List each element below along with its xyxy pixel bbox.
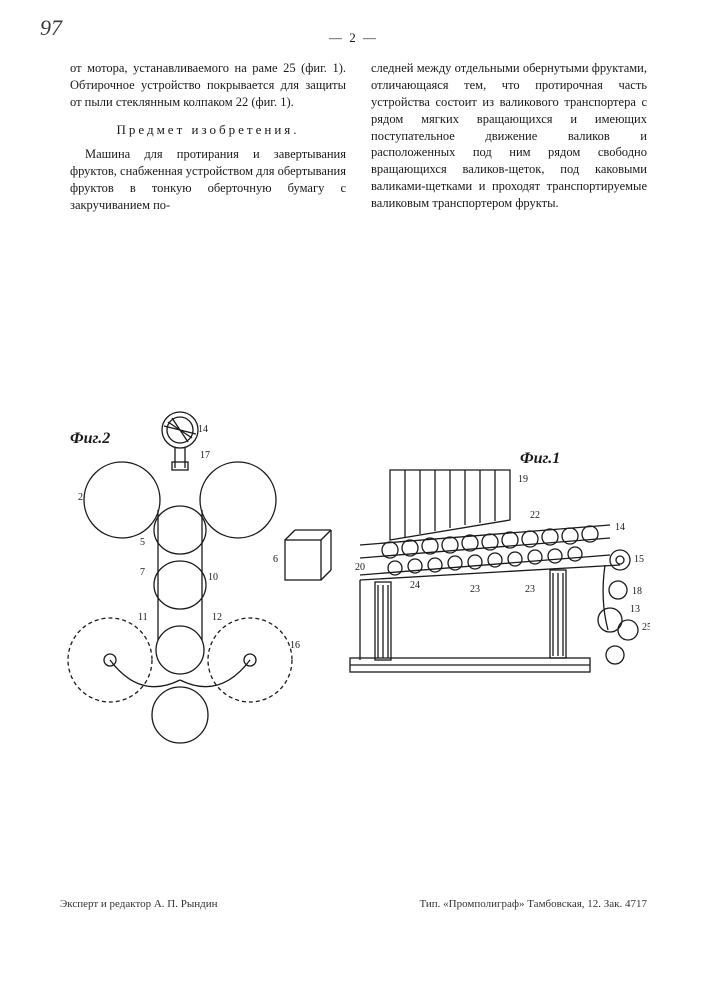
svg-text:13: 13 [630, 604, 640, 615]
svg-text:20: 20 [355, 562, 365, 573]
svg-text:17: 17 [200, 450, 210, 461]
footer-printer: Тип. «Промполиграф» Тамбовская, 12. Зак.… [419, 898, 647, 910]
paragraph: следней между отдельными обернутыми фрук… [371, 60, 647, 212]
column-left: от мотора, устанавливаемого на раме 25 (… [70, 60, 346, 218]
svg-text:22: 22 [530, 510, 540, 521]
text-body: от мотора, устанавливаемого на раме 25 (… [70, 60, 647, 218]
footer-editor: Эксперт и редактор А. П. Рындин [60, 898, 218, 910]
column-right: следней между отдельными обернутыми фрук… [371, 60, 647, 218]
svg-text:14: 14 [198, 424, 208, 435]
figure-1-label: Фиг.1 [520, 450, 560, 468]
svg-text:18: 18 [632, 586, 642, 597]
svg-text:25: 25 [642, 622, 650, 633]
figure-2-label: Фиг.2 [70, 430, 110, 448]
svg-text:7: 7 [140, 567, 145, 578]
svg-text:19: 19 [518, 474, 528, 485]
svg-text:23: 23 [525, 584, 535, 595]
svg-text:23: 23 [470, 584, 480, 595]
svg-text:12: 12 [212, 612, 222, 623]
footer: Эксперт и редактор А. П. Рындин Тип. «Пр… [60, 898, 647, 910]
section-heading: Предмет изобретения. [70, 121, 346, 139]
svg-text:6: 6 [273, 554, 278, 565]
page-number: — 2 — [0, 30, 707, 46]
svg-text:10: 10 [208, 572, 218, 583]
svg-text:16: 16 [290, 640, 300, 651]
svg-text:11: 11 [138, 612, 148, 623]
paragraph: Машина для протирания и завертывания фру… [70, 146, 346, 214]
svg-text:15: 15 [634, 554, 644, 565]
figures-container: Фиг.2 Фиг.1 17 14 2 5 7 10 11 [50, 410, 657, 780]
paragraph: от мотора, устанавливаемого на раме 25 (… [70, 60, 346, 111]
svg-text:24: 24 [410, 580, 420, 591]
svg-text:14: 14 [615, 522, 625, 533]
figure-1-drawing: 19 22 14 20 24 23 23 [350, 470, 650, 672]
figure-2-drawing: 17 14 2 5 7 10 11 12 16 [68, 412, 331, 743]
svg-text:5: 5 [140, 537, 145, 548]
svg-text:2: 2 [78, 492, 83, 503]
